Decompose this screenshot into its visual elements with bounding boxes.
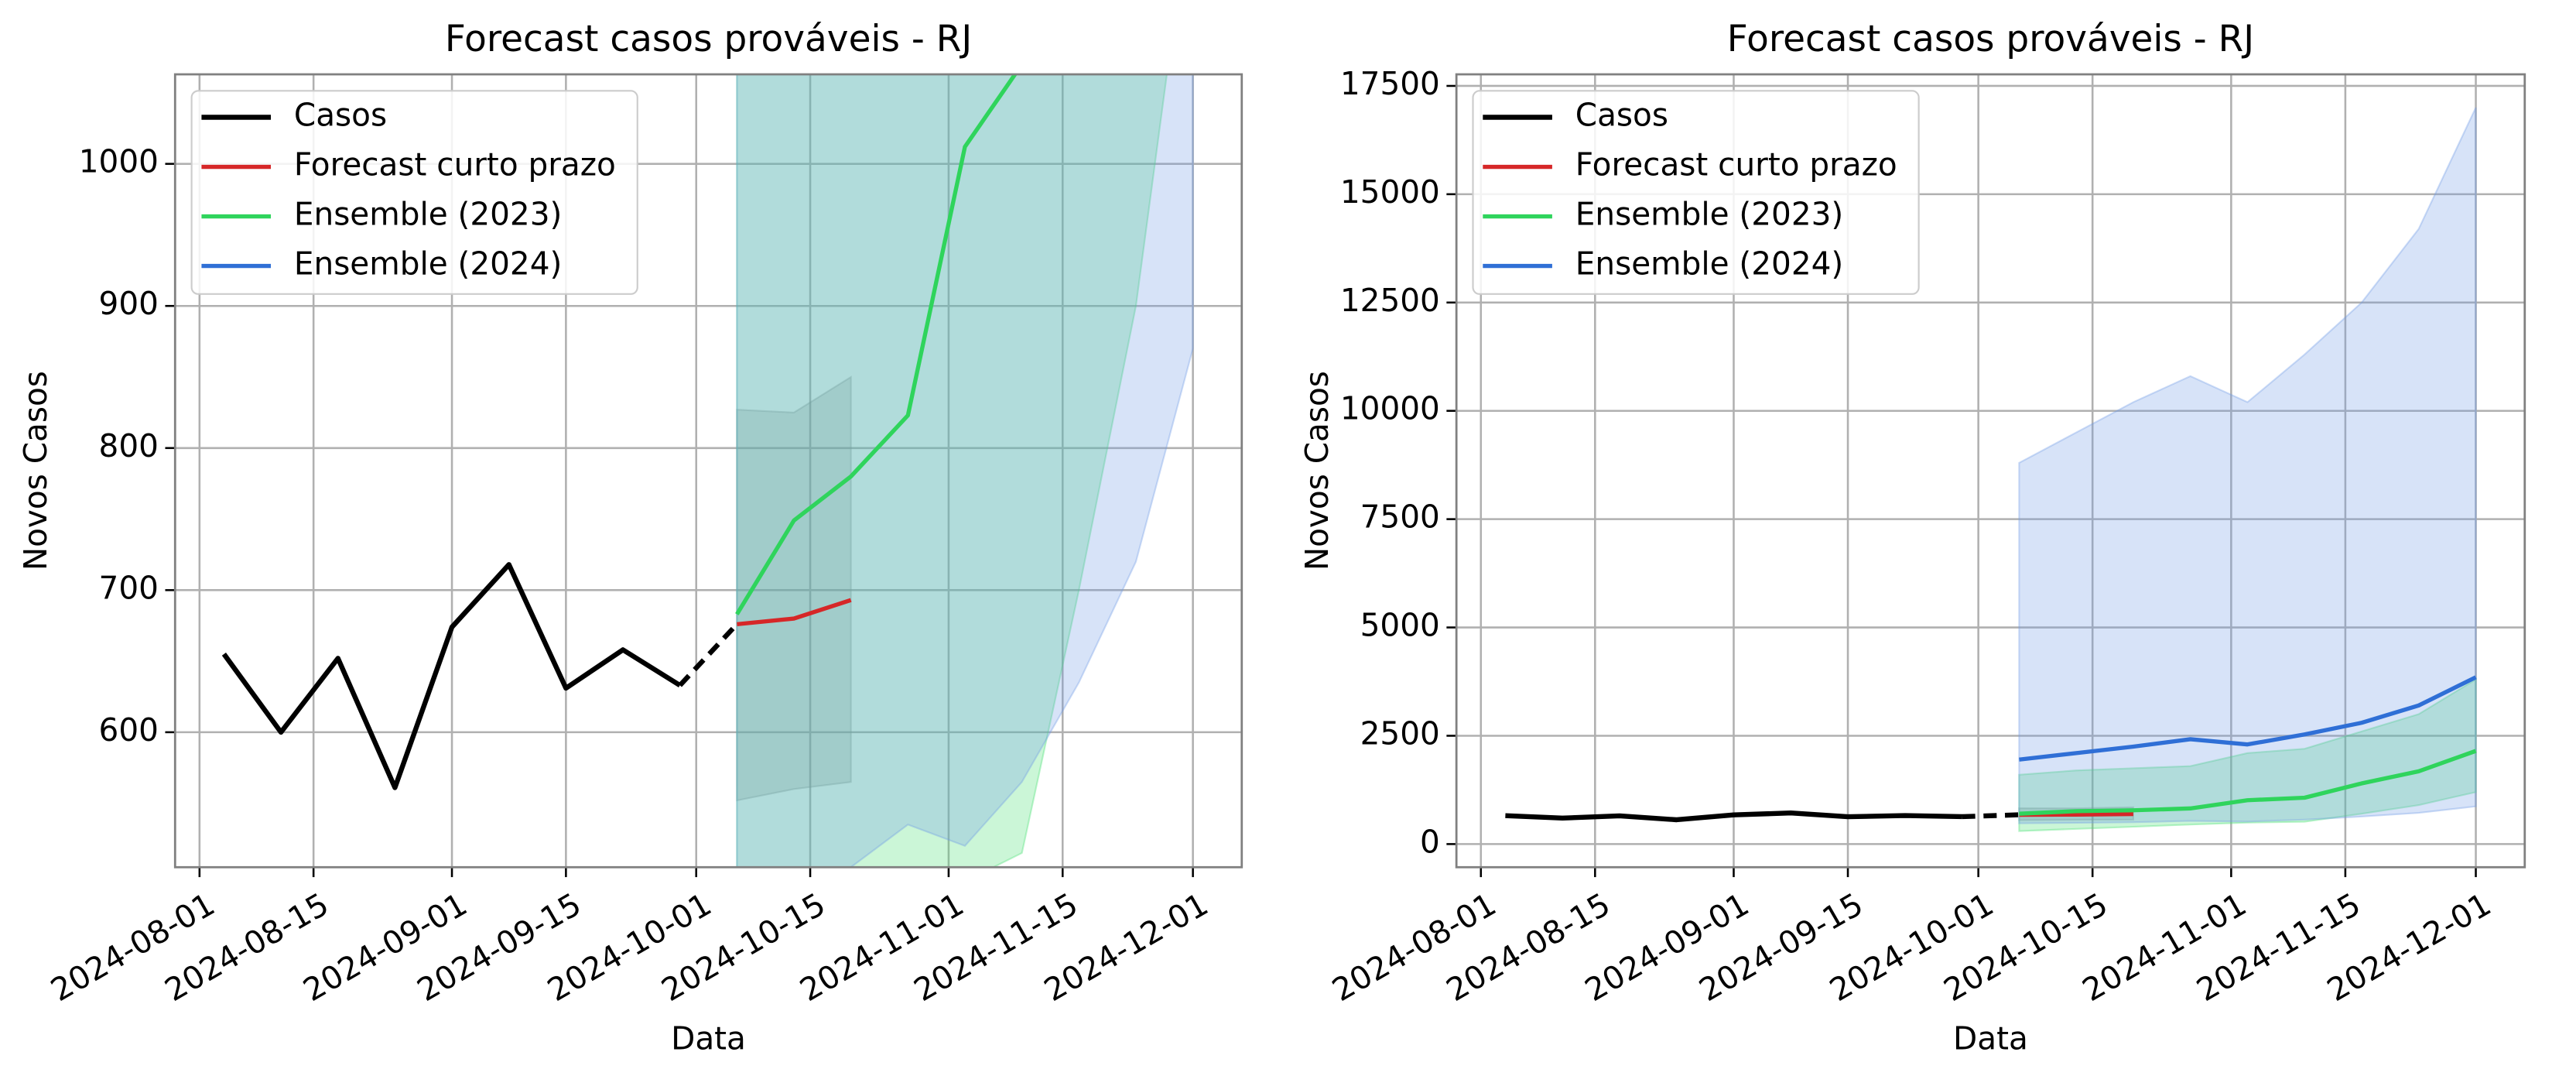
- y-tick-label: 5000: [1360, 607, 1440, 644]
- legend: Casos Forecast curto prazo Ensemble (2023)…: [1472, 90, 1920, 295]
- axes-frame: [1455, 73, 2526, 869]
- y-tick-label: 600: [99, 711, 159, 749]
- y-tick-label: 7500: [1360, 499, 1440, 536]
- y-tick-label: 10000: [1340, 390, 1440, 427]
- confidence-band: [736, 74, 1194, 868]
- series-line: [2019, 749, 2477, 816]
- y-tick-label: 700: [99, 569, 159, 606]
- chart-title: Forecast casos prováveis - RJ: [1727, 18, 2254, 60]
- x-axis-label: Data: [1953, 1019, 2028, 1057]
- subplot: Forecast casos prováveis - RJ Data Novos C…: [1298, 18, 2526, 1057]
- y-tick-label: 2500: [1360, 714, 1440, 752]
- legend-label: Casos: [1575, 97, 1668, 134]
- y-tick-label: 800: [99, 427, 159, 464]
- confidence-band: [2018, 107, 2477, 824]
- plot-area: [1505, 107, 2477, 832]
- series-line: [221, 562, 682, 790]
- y-axis-label: Novos Casos: [1298, 371, 1336, 571]
- legend-label: Forecast curto prazo: [294, 146, 616, 183]
- legend: Casos Forecast curto prazo Ensemble (2023)…: [190, 90, 638, 295]
- plot-area: [221, 74, 1194, 868]
- legend-label: Ensemble (2023): [294, 196, 562, 233]
- y-tick-label: 0: [1420, 823, 1440, 860]
- y-tick-label: 900: [99, 285, 159, 322]
- legend-label: Forecast curto prazo: [1575, 146, 1897, 183]
- subplot: Forecast casos prováveis - RJ Data Novos C…: [17, 18, 1244, 1057]
- y-tick-label: 12500: [1340, 282, 1440, 319]
- series-line: [2019, 675, 2477, 762]
- legend-label: Casos: [294, 97, 387, 134]
- legend-label: Ensemble (2023): [1575, 196, 1843, 233]
- series-line: [735, 74, 1018, 615]
- y-tick-label: 15000: [1340, 173, 1440, 211]
- connector-line: [1962, 812, 2020, 820]
- series-line: [737, 598, 852, 627]
- chart-title: Forecast casos prováveis - RJ: [445, 18, 972, 60]
- confidence-band: [736, 375, 852, 802]
- legend-label: Ensemble (2024): [1575, 245, 1843, 283]
- y-tick-label: 1000: [79, 143, 159, 180]
- y-tick-label: 17500: [1340, 65, 1440, 102]
- x-axis-label: Data: [671, 1019, 746, 1057]
- connector-line: [678, 622, 739, 687]
- series-line: [1505, 810, 1962, 823]
- legend-box: [190, 90, 638, 295]
- legend-box: [1472, 90, 1920, 295]
- confidence-band: [736, 74, 1168, 868]
- confidence-band: [2018, 677, 2477, 832]
- y-axis-label: Novos Casos: [17, 371, 54, 571]
- axes-frame: [173, 73, 1244, 869]
- legend-label: Ensemble (2024): [294, 245, 562, 283]
